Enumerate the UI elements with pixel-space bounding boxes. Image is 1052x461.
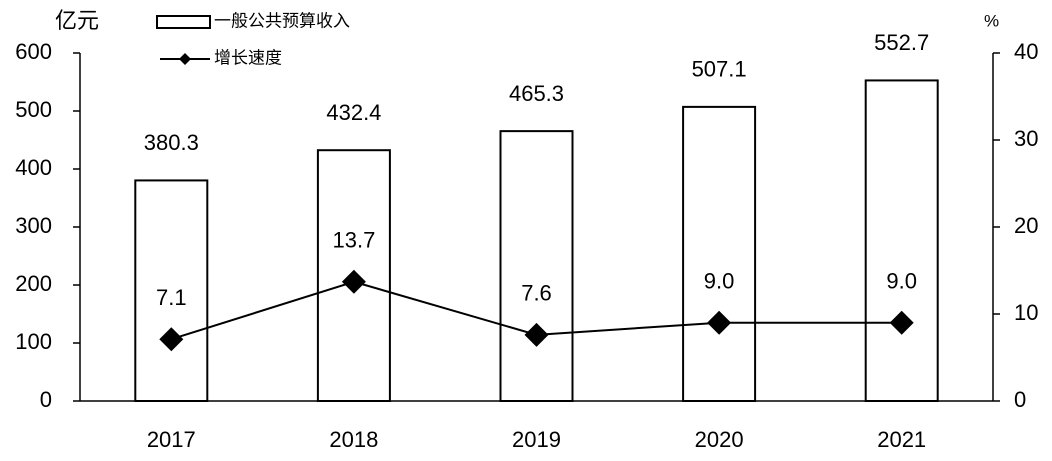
y-tick-label: 400 — [15, 155, 52, 180]
line-value-label: 9.0 — [886, 269, 917, 294]
x-tick-label: 2021 — [877, 427, 926, 452]
line-value-label: 13.7 — [332, 228, 375, 253]
bar — [682, 105, 757, 403]
line-marker — [707, 310, 732, 335]
line-marker — [524, 322, 549, 347]
bar-value-label: 432.4 — [326, 100, 381, 125]
y-tick-label: 200 — [15, 271, 52, 296]
bar-value-label: 552.7 — [874, 30, 929, 55]
line-marker — [341, 269, 366, 294]
y2-tick-label: 40 — [1014, 39, 1038, 64]
y2-tick-label: 20 — [1014, 213, 1038, 238]
legend-label: 一般公共预算收入 — [214, 11, 350, 30]
line-value-label: 7.1 — [156, 285, 187, 310]
y-tick-label: 300 — [15, 213, 52, 238]
bar-value-label: 380.3 — [144, 130, 199, 155]
bar — [864, 79, 939, 403]
y2-axis-label: % — [984, 11, 999, 30]
y-axis-label: 亿元 — [55, 8, 99, 33]
y2-tick-label: 0 — [1014, 387, 1026, 412]
y-tick-label: 500 — [15, 97, 52, 122]
y2-tick-label: 30 — [1014, 126, 1038, 151]
x-tick-label: 2020 — [695, 427, 744, 452]
x-tick-label: 2018 — [329, 427, 378, 452]
legend-label: 增长速度 — [214, 48, 282, 67]
y2-tick-label: 10 — [1014, 300, 1038, 325]
legend-marker — [179, 53, 191, 65]
y-tick-label: 100 — [15, 329, 52, 354]
bar-value-label: 465.3 — [509, 81, 564, 106]
bar — [134, 179, 209, 402]
line-marker — [889, 310, 914, 335]
x-tick-label: 2017 — [147, 427, 196, 452]
y-tick-label: 600 — [15, 39, 52, 64]
line-value-label: 9.0 — [704, 269, 735, 294]
line-marker — [159, 327, 184, 352]
bar — [499, 130, 574, 402]
y-tick-label: 0 — [40, 387, 52, 412]
bar-value-label: 507.1 — [692, 57, 747, 82]
x-tick-label: 2019 — [512, 427, 561, 452]
line-value-label: 7.6 — [521, 281, 552, 306]
legend-swatch — [156, 15, 211, 29]
